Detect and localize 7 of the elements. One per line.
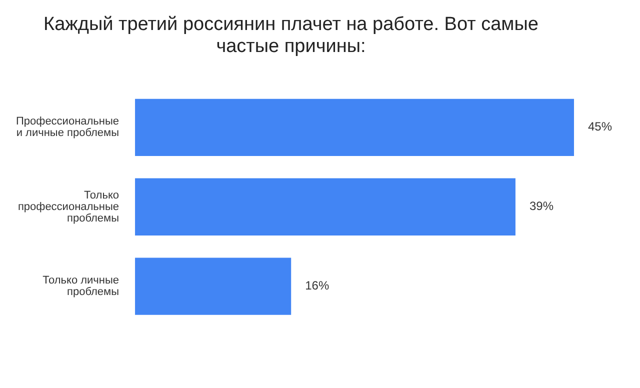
data-label: 39%	[529, 199, 554, 214]
chart-title: Каждый третий россиянин плачет на работе. Вот самые частые причины:	[44, 14, 538, 58]
y-tick-label: Только профессиональные проблемы	[18, 189, 120, 224]
y-tick-label: Профессиональные и личные проблемы	[16, 116, 120, 140]
y-tick-label: Только личные проблемы	[42, 274, 120, 298]
data-label: 45%	[588, 120, 612, 134]
data-label: 16%	[305, 278, 330, 293]
